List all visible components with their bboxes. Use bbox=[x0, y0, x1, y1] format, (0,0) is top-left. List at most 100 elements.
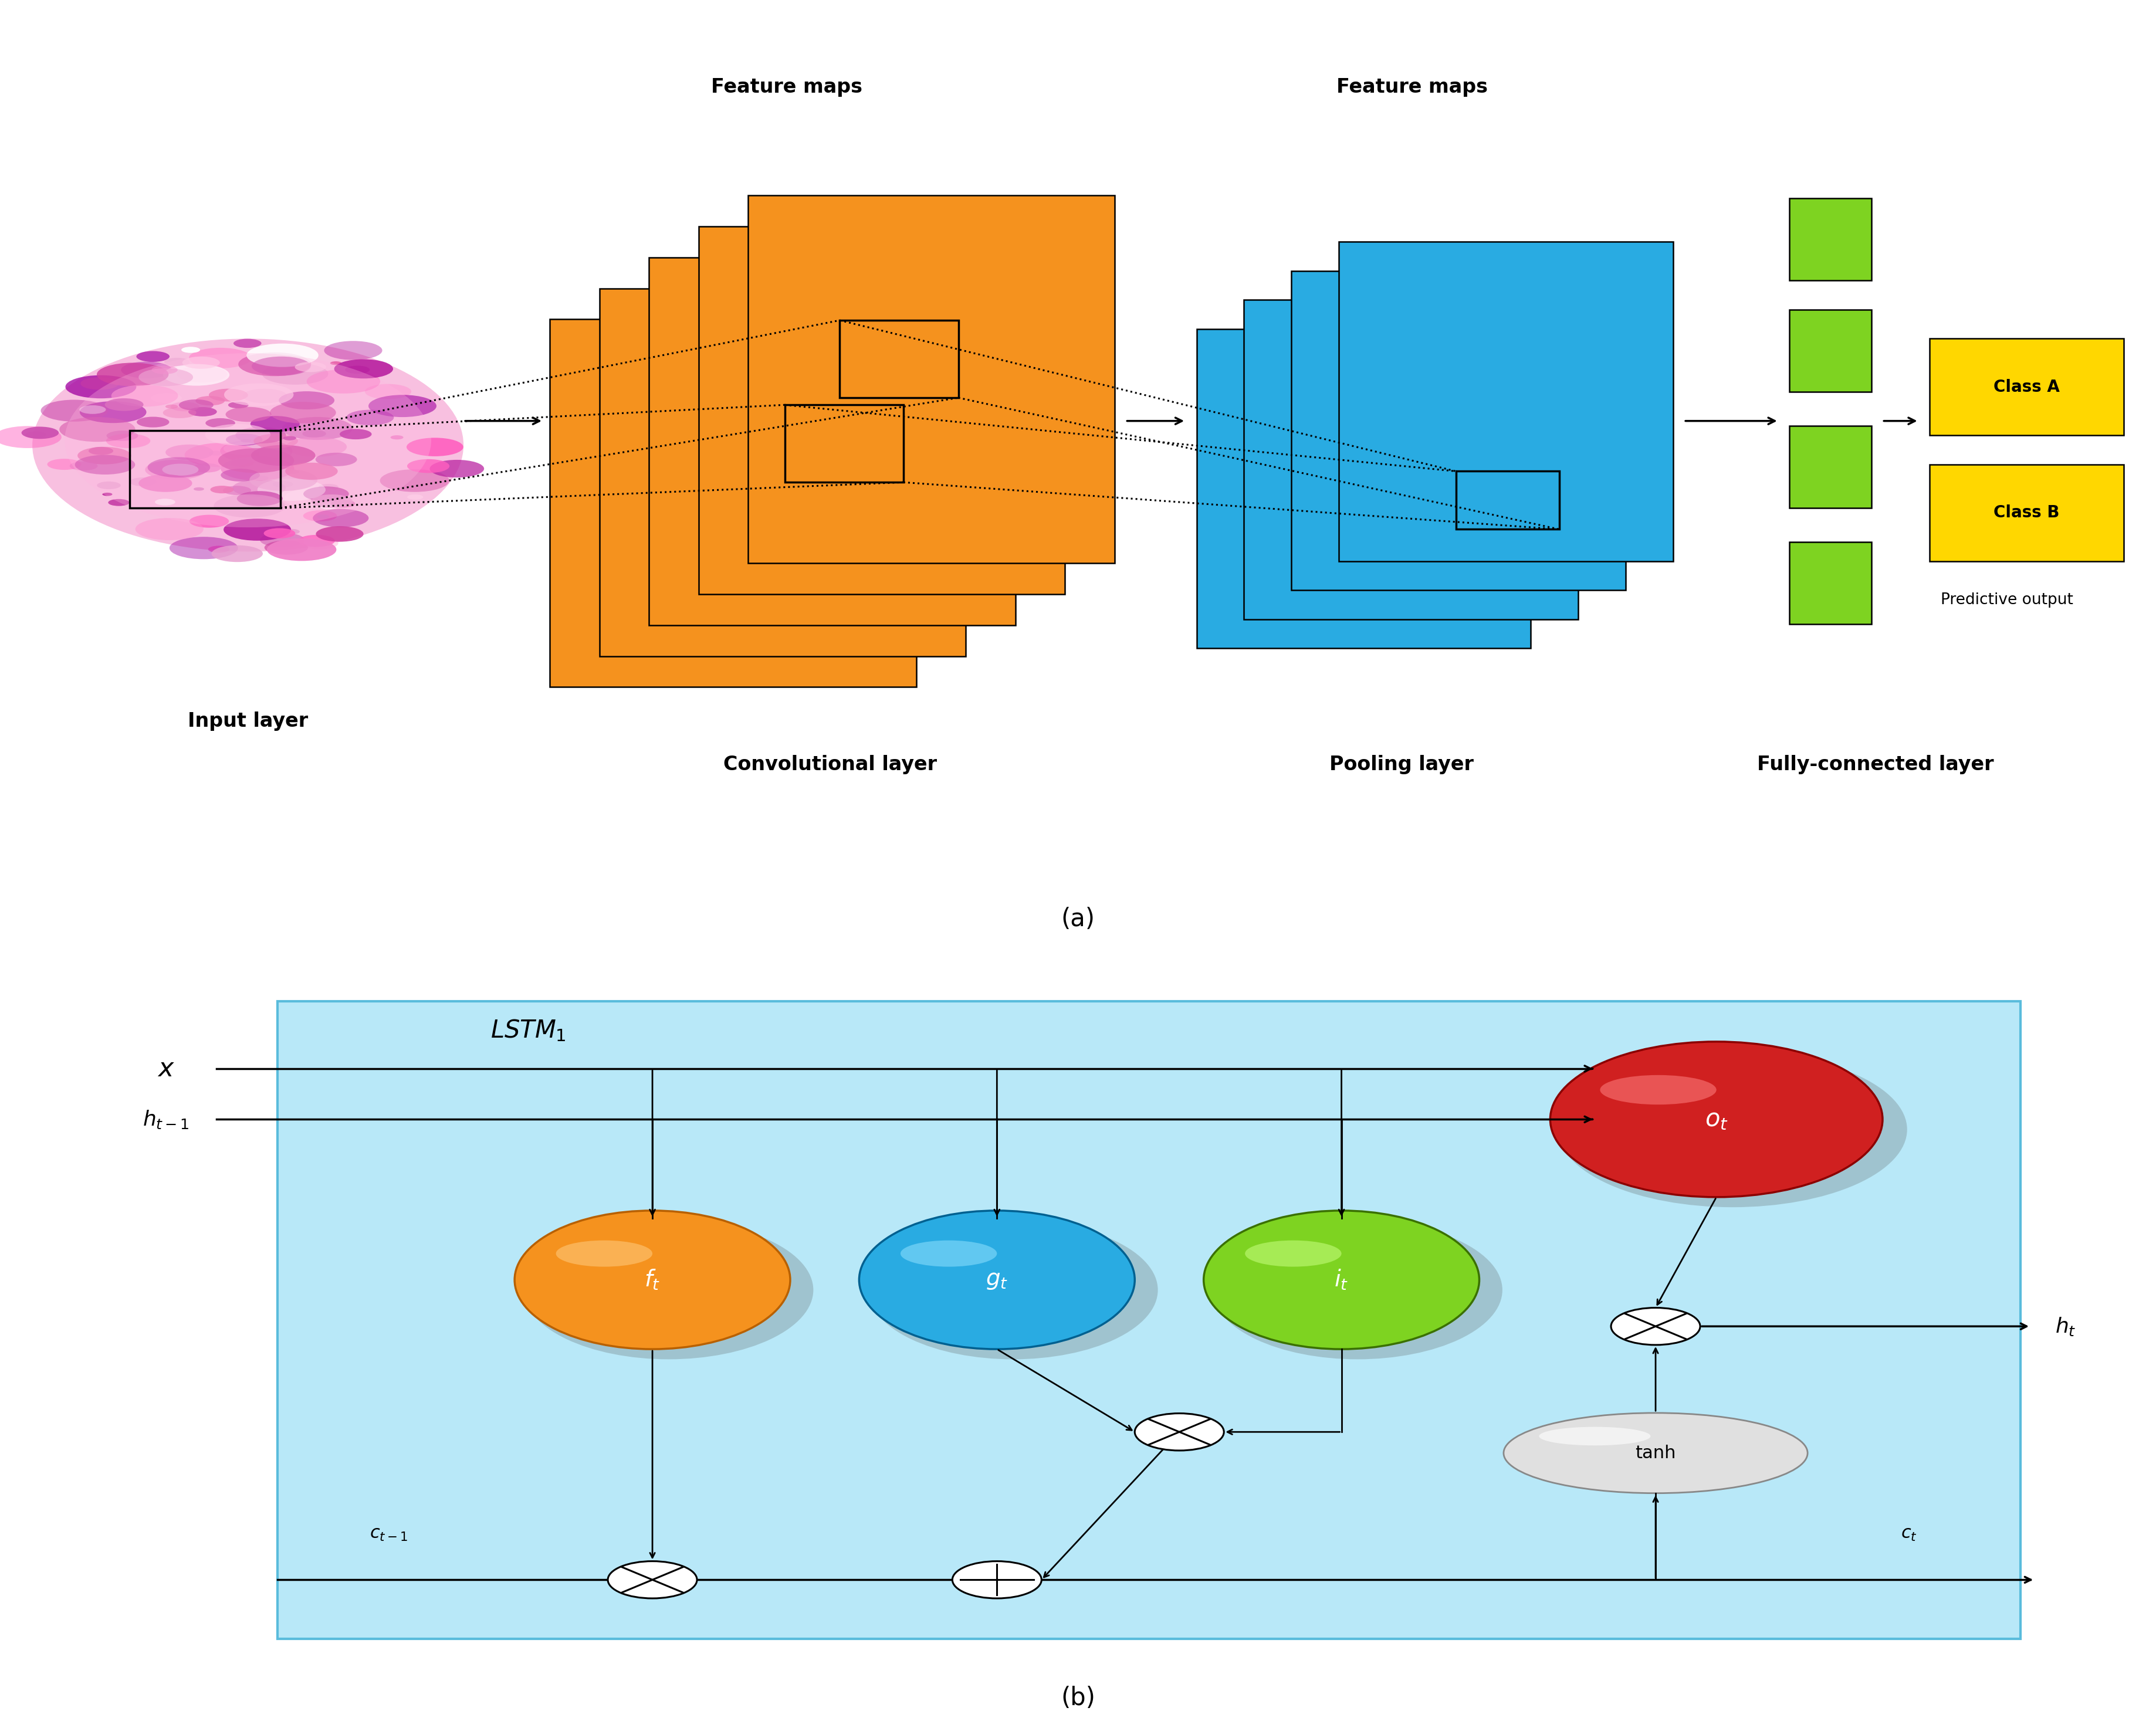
Ellipse shape bbox=[209, 389, 248, 401]
Ellipse shape bbox=[237, 491, 282, 506]
Ellipse shape bbox=[310, 494, 354, 508]
Ellipse shape bbox=[289, 470, 300, 473]
Ellipse shape bbox=[257, 479, 326, 501]
Bar bbox=[748, 195, 1115, 563]
Ellipse shape bbox=[75, 454, 136, 475]
Ellipse shape bbox=[319, 503, 338, 510]
Ellipse shape bbox=[147, 458, 209, 477]
Ellipse shape bbox=[270, 403, 336, 423]
Ellipse shape bbox=[298, 536, 334, 546]
Ellipse shape bbox=[185, 442, 259, 467]
Ellipse shape bbox=[1559, 1052, 1908, 1208]
Text: $f_t$: $f_t$ bbox=[645, 1268, 660, 1293]
Ellipse shape bbox=[224, 518, 291, 541]
Ellipse shape bbox=[229, 401, 248, 408]
Ellipse shape bbox=[369, 396, 436, 416]
Ellipse shape bbox=[196, 396, 224, 406]
Bar bbox=[699, 226, 1065, 594]
Ellipse shape bbox=[179, 399, 213, 411]
Ellipse shape bbox=[304, 487, 349, 501]
Ellipse shape bbox=[1600, 1075, 1716, 1104]
Ellipse shape bbox=[556, 1241, 653, 1267]
Ellipse shape bbox=[88, 448, 114, 454]
Ellipse shape bbox=[192, 463, 220, 472]
Ellipse shape bbox=[22, 427, 58, 439]
Bar bbox=[599, 289, 966, 657]
Ellipse shape bbox=[170, 403, 198, 411]
Ellipse shape bbox=[209, 546, 229, 553]
Ellipse shape bbox=[254, 434, 298, 448]
Ellipse shape bbox=[285, 463, 338, 480]
Circle shape bbox=[1611, 1308, 1701, 1344]
Bar bbox=[1789, 309, 1871, 392]
Ellipse shape bbox=[515, 1211, 791, 1350]
Ellipse shape bbox=[112, 385, 179, 406]
Ellipse shape bbox=[205, 423, 270, 446]
Ellipse shape bbox=[315, 527, 364, 543]
Ellipse shape bbox=[136, 351, 170, 361]
Bar bbox=[1244, 301, 1578, 619]
Ellipse shape bbox=[224, 384, 293, 406]
Bar bbox=[1789, 199, 1871, 280]
Ellipse shape bbox=[429, 460, 485, 477]
Ellipse shape bbox=[252, 356, 310, 375]
Ellipse shape bbox=[226, 406, 272, 422]
Ellipse shape bbox=[211, 546, 263, 562]
Bar bbox=[1339, 242, 1673, 562]
Text: $x$: $x$ bbox=[157, 1056, 175, 1082]
Text: $h_t$: $h_t$ bbox=[2055, 1315, 2076, 1337]
Ellipse shape bbox=[306, 370, 379, 394]
Ellipse shape bbox=[47, 458, 82, 470]
Ellipse shape bbox=[101, 492, 112, 496]
Text: Pooling layer: Pooling layer bbox=[1330, 755, 1473, 774]
Ellipse shape bbox=[901, 1241, 996, 1267]
Ellipse shape bbox=[106, 397, 144, 411]
Ellipse shape bbox=[267, 537, 336, 562]
Text: $o_t$: $o_t$ bbox=[1705, 1108, 1729, 1132]
Ellipse shape bbox=[239, 353, 310, 377]
Ellipse shape bbox=[347, 410, 395, 425]
Ellipse shape bbox=[282, 416, 354, 441]
Ellipse shape bbox=[220, 456, 293, 480]
Ellipse shape bbox=[323, 340, 382, 359]
Ellipse shape bbox=[278, 391, 334, 410]
Ellipse shape bbox=[285, 487, 349, 508]
Text: $h_{t-1}$: $h_{t-1}$ bbox=[142, 1108, 190, 1130]
Ellipse shape bbox=[319, 484, 338, 491]
Text: tanh: tanh bbox=[1634, 1445, 1675, 1462]
Ellipse shape bbox=[246, 344, 319, 366]
Ellipse shape bbox=[218, 448, 293, 473]
Bar bbox=[550, 320, 916, 688]
Ellipse shape bbox=[222, 486, 250, 494]
Ellipse shape bbox=[151, 392, 181, 403]
Ellipse shape bbox=[97, 363, 168, 385]
Ellipse shape bbox=[166, 404, 179, 408]
Text: Class B: Class B bbox=[1994, 505, 2059, 522]
Ellipse shape bbox=[345, 366, 371, 373]
Ellipse shape bbox=[78, 448, 132, 465]
Text: $c_{t-1}$: $c_{t-1}$ bbox=[371, 1524, 407, 1543]
Ellipse shape bbox=[213, 494, 285, 518]
Ellipse shape bbox=[231, 460, 254, 467]
Bar bbox=[129, 430, 280, 508]
Ellipse shape bbox=[315, 453, 358, 467]
Circle shape bbox=[1134, 1414, 1225, 1450]
Bar bbox=[1789, 425, 1871, 508]
Ellipse shape bbox=[250, 444, 315, 467]
Ellipse shape bbox=[407, 494, 423, 499]
Ellipse shape bbox=[190, 515, 229, 527]
Ellipse shape bbox=[224, 442, 261, 454]
Ellipse shape bbox=[121, 361, 172, 378]
Ellipse shape bbox=[304, 510, 336, 522]
Text: (b): (b) bbox=[1061, 1687, 1095, 1711]
Ellipse shape bbox=[106, 434, 151, 448]
Ellipse shape bbox=[211, 486, 233, 494]
Ellipse shape bbox=[250, 416, 300, 432]
Ellipse shape bbox=[60, 416, 136, 442]
Ellipse shape bbox=[138, 475, 192, 492]
Ellipse shape bbox=[252, 475, 270, 480]
Ellipse shape bbox=[69, 461, 97, 470]
Ellipse shape bbox=[209, 451, 222, 456]
Ellipse shape bbox=[129, 477, 157, 486]
Bar bbox=[1197, 328, 1531, 648]
